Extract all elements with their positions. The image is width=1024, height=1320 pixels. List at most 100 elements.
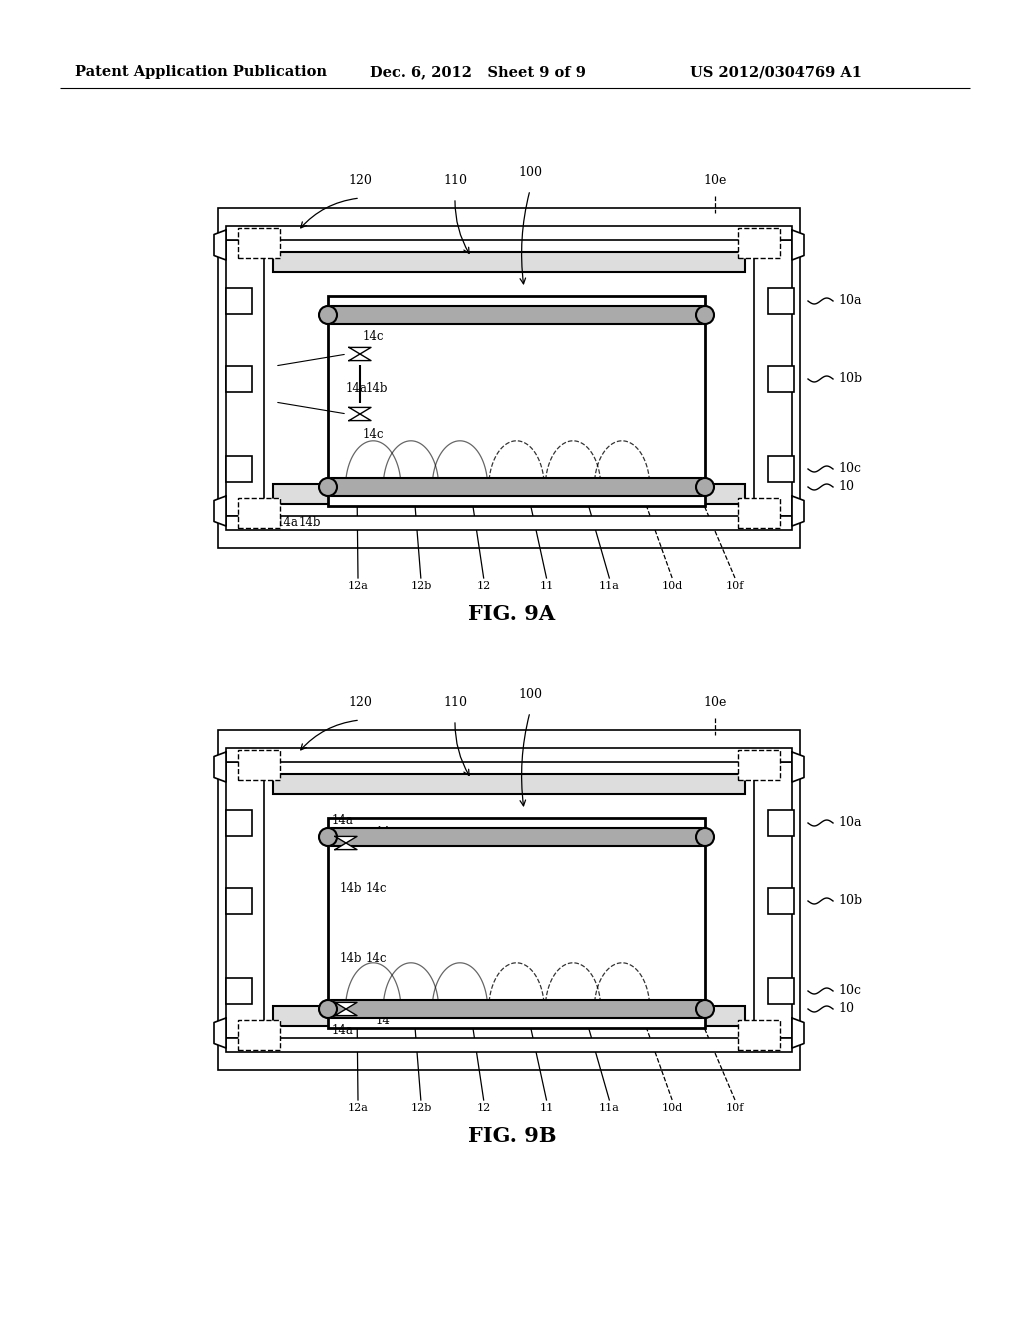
Text: FIG. 9A: FIG. 9A <box>468 605 556 624</box>
Circle shape <box>696 478 714 496</box>
Text: 10a: 10a <box>838 817 861 829</box>
Text: 10f: 10f <box>726 1104 744 1113</box>
Bar <box>226 762 264 1038</box>
Polygon shape <box>792 496 804 525</box>
Text: 14c: 14c <box>366 952 387 965</box>
Bar <box>238 1020 280 1049</box>
Circle shape <box>696 306 714 323</box>
Circle shape <box>319 1001 337 1018</box>
Text: 14c: 14c <box>362 330 384 342</box>
Bar <box>226 748 792 762</box>
Text: Dec. 6, 2012   Sheet 9 of 9: Dec. 6, 2012 Sheet 9 of 9 <box>370 65 586 79</box>
Text: 14a: 14a <box>332 1024 354 1038</box>
Text: 14b: 14b <box>299 516 322 529</box>
Text: 14: 14 <box>376 826 391 840</box>
Circle shape <box>319 478 337 496</box>
Bar <box>273 1006 745 1026</box>
Bar <box>328 818 705 1028</box>
Polygon shape <box>214 230 226 260</box>
Polygon shape <box>792 1018 804 1048</box>
Bar <box>226 810 252 836</box>
Text: 10e: 10e <box>703 174 727 187</box>
Text: 10c: 10c <box>838 985 861 998</box>
Bar <box>768 888 794 913</box>
Polygon shape <box>335 1008 357 1015</box>
Bar <box>238 228 280 257</box>
Polygon shape <box>214 496 226 525</box>
Bar <box>738 750 780 780</box>
Text: 14a: 14a <box>278 516 299 529</box>
Text: 10d: 10d <box>662 581 683 591</box>
Bar <box>273 484 745 504</box>
Text: 11: 11 <box>540 581 554 591</box>
Bar <box>226 516 792 531</box>
Bar <box>226 1038 792 1052</box>
Polygon shape <box>792 230 804 260</box>
Text: FIG. 9B: FIG. 9B <box>468 1126 556 1146</box>
Bar <box>226 888 252 913</box>
Text: 12: 12 <box>476 1104 490 1113</box>
Text: Patent Application Publication: Patent Application Publication <box>75 65 327 79</box>
Circle shape <box>319 306 337 323</box>
Text: 10b: 10b <box>838 372 862 385</box>
Text: 10b: 10b <box>838 895 862 908</box>
Bar <box>218 209 800 548</box>
Bar <box>238 750 280 780</box>
Bar <box>226 455 252 482</box>
Bar <box>768 810 794 836</box>
Bar <box>226 226 792 240</box>
Polygon shape <box>349 414 371 421</box>
Polygon shape <box>792 752 804 781</box>
Bar <box>238 498 280 528</box>
Text: 14b: 14b <box>340 952 362 965</box>
Text: 12b: 12b <box>411 1104 431 1113</box>
Bar <box>768 455 794 482</box>
Text: 11a: 11a <box>599 581 620 591</box>
Text: 14c: 14c <box>366 882 387 895</box>
Text: 110: 110 <box>443 696 467 709</box>
Text: 10: 10 <box>838 480 854 494</box>
Circle shape <box>696 828 714 846</box>
Text: 14b: 14b <box>366 383 388 396</box>
Text: 14: 14 <box>376 1015 391 1027</box>
Bar <box>226 978 252 1005</box>
Circle shape <box>696 1001 714 1018</box>
Text: 14a: 14a <box>346 383 368 396</box>
Text: 120: 120 <box>348 696 372 709</box>
Text: 10c: 10c <box>838 462 861 475</box>
Text: 100: 100 <box>518 166 542 180</box>
Text: 14a: 14a <box>332 814 354 828</box>
Text: 110: 110 <box>443 174 467 187</box>
Text: 10d: 10d <box>662 1104 683 1113</box>
Text: 12: 12 <box>476 581 490 591</box>
Bar <box>768 978 794 1005</box>
Polygon shape <box>335 837 357 843</box>
Polygon shape <box>349 354 371 360</box>
Bar <box>328 306 705 323</box>
Polygon shape <box>349 408 371 414</box>
Bar <box>768 288 794 314</box>
Bar <box>738 228 780 257</box>
Bar <box>273 252 745 272</box>
Bar <box>738 1020 780 1049</box>
Polygon shape <box>214 1018 226 1048</box>
Bar <box>328 296 705 506</box>
Bar <box>754 762 792 1038</box>
Polygon shape <box>349 347 371 354</box>
Polygon shape <box>214 752 226 781</box>
Polygon shape <box>335 843 357 850</box>
Bar <box>328 478 705 496</box>
Text: 10: 10 <box>838 1002 854 1015</box>
Bar <box>226 240 264 516</box>
Bar <box>226 288 252 314</box>
Text: 11a: 11a <box>599 1104 620 1113</box>
Bar <box>218 730 800 1071</box>
Text: 12b: 12b <box>411 581 431 591</box>
Text: 12a: 12a <box>347 581 369 591</box>
Text: 14: 14 <box>236 378 252 391</box>
Polygon shape <box>335 1002 357 1008</box>
Bar <box>273 774 745 795</box>
Bar <box>226 366 252 392</box>
Text: 10e: 10e <box>703 696 727 709</box>
Text: 10a: 10a <box>838 294 861 308</box>
